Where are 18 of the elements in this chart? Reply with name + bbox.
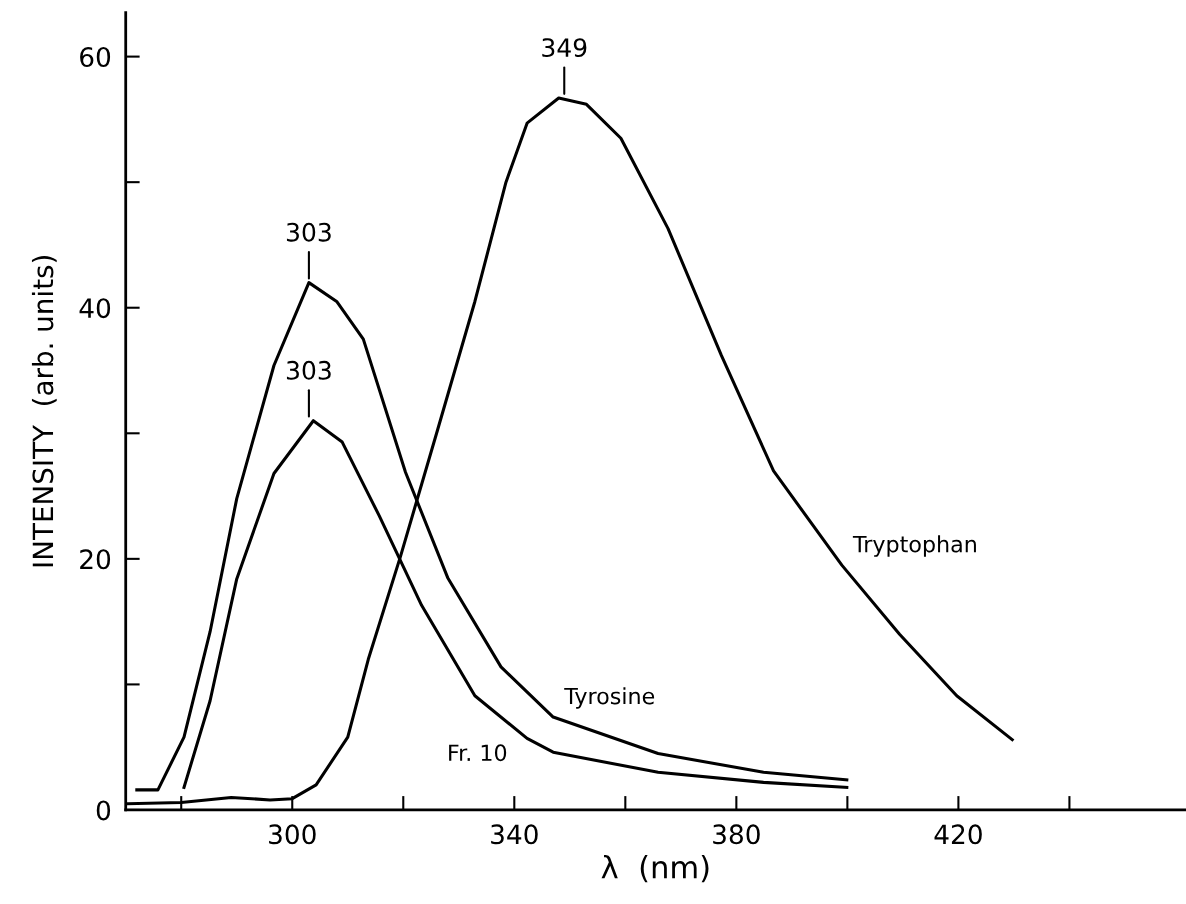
x-tick-label: 300: [269, 824, 316, 845]
annotation: 303: [286, 222, 331, 242]
annotation: 349: [542, 38, 587, 58]
line-series: [135, 281, 849, 792]
annotation: Fr. 10: [449, 744, 507, 762]
y-tick-label: 20: [80, 549, 111, 570]
annotation: 303: [286, 360, 331, 380]
x-axis-title: λ (nm): [601, 854, 709, 883]
y-axis-title: INTENSITY (arb. units): [31, 256, 57, 567]
annotation: Tyrosine: [564, 687, 655, 709]
x-tick-label: 340: [491, 824, 538, 845]
x-tick-label: 380: [713, 824, 760, 845]
annotation: Tryptophan: [852, 535, 976, 557]
y-tick-label: 0: [96, 800, 111, 821]
y-tick-label: 40: [79, 298, 111, 319]
y-tick-label: 60: [80, 47, 111, 67]
line-series: [182, 419, 849, 789]
x-tick-label: 420: [934, 824, 982, 845]
